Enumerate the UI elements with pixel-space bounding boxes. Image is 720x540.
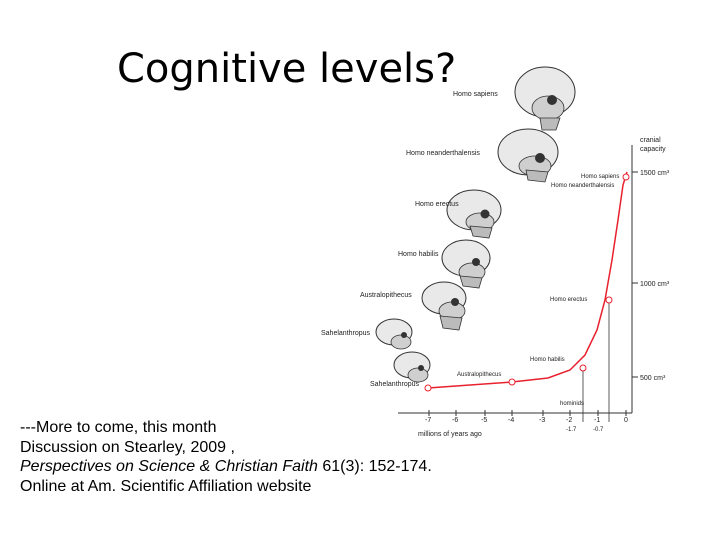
notes-line-1: ---More to come, this month	[20, 419, 217, 436]
x-axis-label: millions of years ago	[418, 431, 482, 438]
curve-markers	[424, 173, 630, 392]
x-tick-label: -3	[539, 417, 545, 424]
skull-label: Homo erectus	[415, 201, 459, 208]
x-tick-label: -4	[508, 417, 514, 424]
y-axis-title-line2: capacity	[640, 146, 666, 153]
curve-label-neanderthalensis: Homo neanderthalensis	[551, 183, 614, 189]
curve-label-hominids: hominids	[560, 401, 584, 407]
x-tick-label: -7	[425, 417, 431, 424]
x-tick-label: -1	[594, 417, 600, 424]
x-subtick-label: -0.7	[593, 427, 604, 433]
y-axis-title-line1: cranial	[640, 137, 661, 144]
notes-line-3: Perspectives on Science & Christian Fait…	[20, 457, 432, 477]
skull-homo-sapiens	[514, 66, 576, 131]
notes-line-2: Discussion on Stearley, 2009 ,	[20, 438, 235, 456]
cranial-capacity-curve	[427, 171, 628, 389]
journal-citation: 61(3): 152-174.	[317, 458, 432, 475]
curve-label-habilis: Homo habilis	[530, 357, 565, 363]
y-tick-label: 1500 cm³	[640, 170, 670, 177]
y-tick-label: 1000 cm³	[640, 281, 670, 288]
x-tick-label: -2	[566, 417, 572, 424]
x-subtick-label: -1.7	[566, 427, 577, 433]
x-tick-label: -6	[452, 417, 458, 424]
skull-sahelanthropus-1	[375, 318, 413, 350]
skull-label: Homo neanderthalensis	[406, 150, 480, 157]
skull-homo-habilis	[441, 239, 491, 289]
journal-title: Perspectives on Science & Christian Fait…	[20, 458, 318, 475]
skull-label: Australopithecus	[360, 292, 412, 299]
skull-label: Homo habilis	[398, 251, 439, 258]
skull-label: Sahelanthropus	[321, 330, 371, 337]
x-tick-label: -5	[481, 417, 487, 424]
skull-label: Sahelanthropus	[370, 381, 420, 388]
skull-homo-neanderthalensis	[497, 128, 559, 183]
x-axis-ticks	[428, 410, 627, 416]
slide-title: Cognitive levels?	[117, 46, 457, 92]
notes-line-4: Online at Am. Scientific Affiliation web…	[20, 477, 312, 495]
skull-label: Homo sapiens	[453, 91, 498, 98]
x-tick-label: 0	[624, 417, 628, 424]
curve-label-erectus: Homo erectus	[550, 297, 587, 303]
curve-label-australopithecus: Australopithecus	[457, 372, 501, 378]
slide-notes: ---More to come, this month Discussion o…	[20, 418, 432, 496]
skull-homo-erectus	[446, 189, 502, 239]
curve-label-sapiens: Homo sapiens	[581, 174, 619, 180]
skull-australopithecus	[421, 281, 467, 331]
y-tick-label: 500 cm³	[640, 375, 666, 382]
skull-sahelanthropus-2	[393, 351, 431, 383]
